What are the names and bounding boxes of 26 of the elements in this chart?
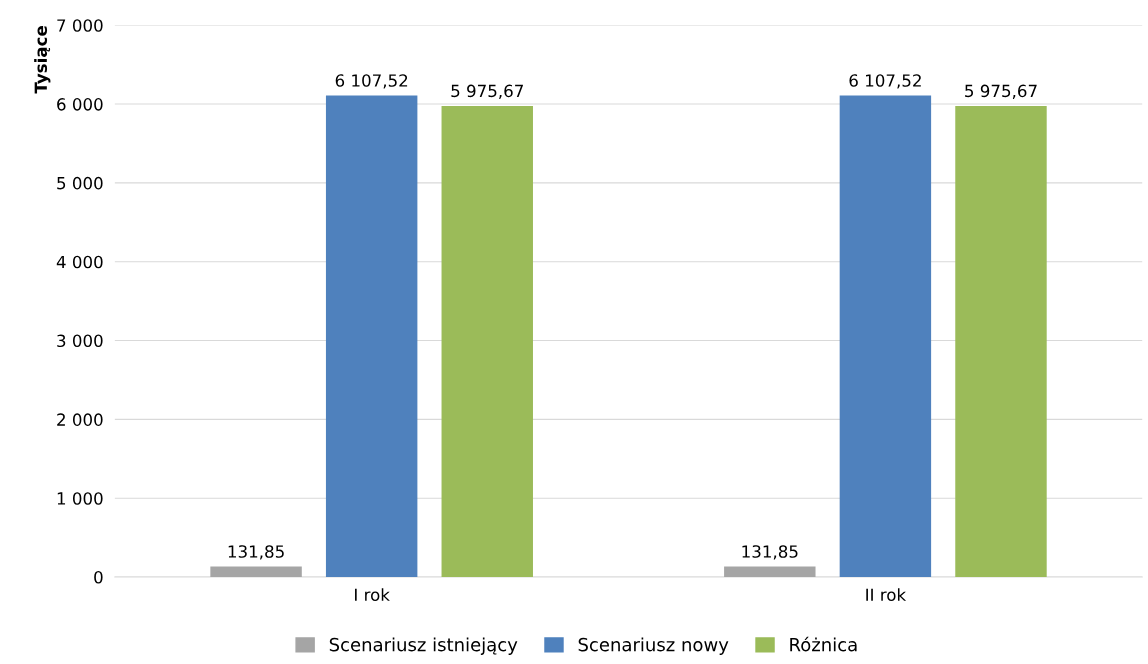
- bar: [955, 105, 1047, 578]
- x-tick-label: I rok: [355, 588, 390, 602]
- y-tick-label: 3 000: [57, 334, 103, 348]
- bar: [325, 95, 418, 578]
- y-axis-title: Tysiące: [34, 26, 51, 94]
- y-tick-label: 4 000: [56, 255, 103, 269]
- bar: [210, 566, 302, 578]
- x-tick-label: II rok: [866, 588, 907, 602]
- bar: [441, 105, 533, 578]
- data-label: 131,85: [228, 545, 284, 560]
- data-label: 6 107,52: [335, 74, 408, 89]
- bar: [839, 95, 932, 578]
- legend-label: Różnica: [790, 636, 857, 652]
- y-tick-label: 7 000: [57, 19, 103, 32]
- bar: [724, 566, 816, 578]
- y-tick-label: 2 000: [57, 413, 103, 426]
- data-label: 131,85: [742, 545, 798, 560]
- y-tick-label: 0: [94, 570, 103, 584]
- legend-label: Scenariusz nowy: [578, 637, 729, 655]
- data-label: 5 975,67: [451, 84, 523, 99]
- y-tick-label: 6 000: [57, 98, 103, 111]
- legend-label: Scenariusz istniejący: [329, 637, 518, 655]
- y-tick-label: 5 000: [57, 176, 103, 190]
- data-label: 5 975,67: [965, 84, 1037, 99]
- data-label: 6 107,52: [849, 74, 921, 89]
- y-tick-label: 1 000: [57, 492, 103, 505]
